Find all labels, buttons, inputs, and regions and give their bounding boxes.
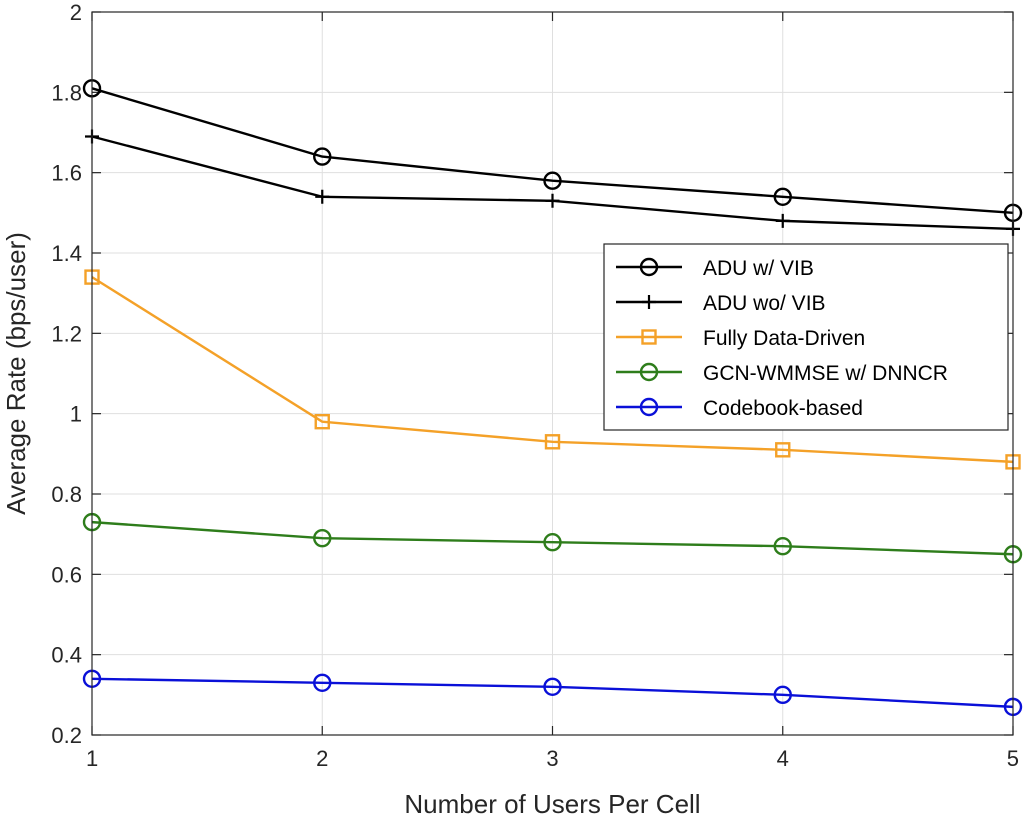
plot-frame	[91, 11, 1014, 736]
legend-marker	[639, 362, 659, 382]
data-point	[543, 677, 562, 696]
series-line	[91, 520, 1014, 556]
x-tick-label: 4	[777, 746, 789, 771]
data-point	[543, 171, 562, 190]
y-tick-label: 1.6	[51, 161, 82, 186]
data-point	[775, 442, 791, 458]
legend-entry: ADU wo/ VIB	[616, 292, 826, 315]
data-point	[773, 187, 792, 206]
y-tick-label: 0.2	[51, 723, 82, 748]
x-tick-label: 2	[316, 746, 328, 771]
legend-entry: GCN-WMMSE w/ DNNCR	[616, 362, 948, 385]
x-tick-label: 3	[546, 746, 558, 771]
data-point	[775, 213, 790, 228]
y-tick-label: 1.4	[51, 241, 82, 266]
legend-marker	[641, 329, 657, 345]
series-3	[82, 512, 1023, 564]
data-point	[313, 673, 332, 692]
data-point	[543, 533, 562, 552]
data-point	[545, 193, 560, 208]
legend-entry: Codebook-based	[616, 397, 863, 420]
y-tick-label: 0.4	[51, 643, 82, 668]
y-tick-label: 1	[70, 402, 82, 427]
y-tick-label: 1.8	[51, 80, 82, 105]
y-tick-label: 0.6	[51, 562, 82, 587]
x-tick-label: 1	[86, 746, 98, 771]
x-tick-label: 5	[1007, 746, 1019, 771]
legend-label: ADU wo/ VIB	[703, 292, 826, 315]
legend-marker	[639, 257, 659, 277]
data-point	[313, 528, 332, 548]
y-tick-label: 2	[70, 0, 82, 25]
tick-labels: 0.2 0.4 0.6 0.8 1 1.2 1.4 1.6 1.8 2 1 2 3 4 5	[51, 0, 1019, 771]
grid-lines	[92, 12, 1013, 735]
data-point	[773, 685, 792, 705]
legend-label: GCN-WMMSE w/ DNNCR	[703, 362, 948, 385]
legend-label: Fully Data-Driven	[703, 327, 865, 350]
data-point	[773, 537, 792, 556]
legend-marker	[642, 295, 656, 309]
data-point	[314, 414, 330, 430]
y-tick-label: 0.8	[51, 482, 82, 507]
legend-label: Codebook-based	[703, 397, 863, 420]
legend-entry: ADU w/ VIB	[616, 257, 814, 280]
legend: ADU w/ VIB ADU wo/ VIB Fully Data-Driven GC…	[603, 243, 1009, 431]
data-point	[544, 434, 561, 450]
data-point	[315, 189, 330, 204]
legend-label: ADU w/ VIB	[703, 257, 814, 280]
legend-entry: Fully Data-Driven	[616, 327, 865, 350]
series-line	[91, 677, 1014, 709]
series-line	[91, 87, 1014, 215]
series-line	[91, 276, 1014, 464]
y-axis-label: Average Rate (bps/user)	[1, 232, 31, 515]
series-group	[82, 79, 1023, 717]
y-tick-label: 1.2	[51, 321, 82, 346]
x-axis-label: Number of Users Per Cell	[404, 789, 700, 819]
data-point	[313, 147, 332, 166]
legend-marker	[639, 397, 659, 417]
